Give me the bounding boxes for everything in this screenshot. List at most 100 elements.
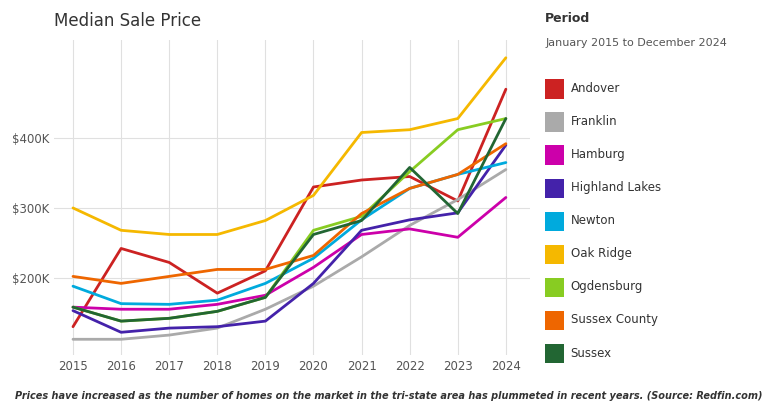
Hamburg: [357, 232, 366, 237]
Oak Ridge: [309, 193, 318, 198]
Ogdensburg: [502, 116, 511, 121]
Text: January 2015 to December 2024: January 2015 to December 2024: [545, 38, 727, 48]
Highland Lakes: [502, 143, 511, 147]
Ogdensburg: [68, 305, 78, 310]
Andover: [309, 185, 318, 189]
Sussex: [357, 218, 366, 223]
Ogdensburg: [213, 309, 222, 314]
Franklin: [453, 197, 462, 202]
Sussex: [117, 319, 126, 324]
Newton: [453, 172, 462, 177]
Franklin: [68, 337, 78, 342]
Highland Lakes: [357, 228, 366, 233]
Andover: [261, 268, 270, 273]
Oak Ridge: [213, 232, 222, 237]
Ogdensburg: [453, 127, 462, 132]
Highland Lakes: [213, 324, 222, 329]
Oak Ridge: [405, 127, 414, 132]
Newton: [357, 217, 366, 222]
Franklin: [261, 307, 270, 312]
Oak Ridge: [357, 130, 366, 135]
Sussex: [213, 309, 222, 314]
Franklin: [164, 332, 174, 337]
Text: Hamburg: Hamburg: [571, 148, 625, 161]
Highland Lakes: [261, 319, 270, 324]
Oak Ridge: [68, 206, 78, 210]
Hamburg: [261, 293, 270, 298]
Oak Ridge: [261, 218, 270, 223]
Andover: [213, 291, 222, 295]
Newton: [309, 256, 318, 261]
Sussex: [68, 305, 78, 310]
Sussex County: [213, 267, 222, 272]
Line: Oak Ridge: Oak Ridge: [73, 58, 506, 235]
Line: Hamburg: Hamburg: [73, 197, 506, 309]
Hamburg: [502, 195, 511, 200]
Sussex County: [68, 274, 78, 279]
Line: Ogdensburg: Ogdensburg: [73, 118, 506, 321]
Newton: [502, 160, 511, 165]
Highland Lakes: [453, 210, 462, 215]
Ogdensburg: [261, 295, 270, 300]
Text: Newton: Newton: [571, 214, 616, 227]
Highland Lakes: [68, 308, 78, 313]
Hamburg: [309, 265, 318, 270]
Sussex County: [502, 141, 511, 146]
Text: Oak Ridge: Oak Ridge: [571, 247, 631, 260]
Newton: [261, 281, 270, 286]
Sussex County: [164, 274, 174, 279]
Text: Period: Period: [545, 12, 591, 25]
Newton: [164, 302, 174, 307]
Newton: [117, 301, 126, 306]
Newton: [68, 284, 78, 289]
Hamburg: [453, 235, 462, 240]
Franklin: [502, 167, 511, 172]
Hamburg: [117, 307, 126, 312]
Franklin: [357, 254, 366, 259]
Andover: [117, 246, 126, 251]
Line: Sussex County: Sussex County: [73, 144, 506, 283]
Sussex County: [453, 172, 462, 177]
Franklin: [309, 284, 318, 289]
Line: Newton: Newton: [73, 162, 506, 304]
Sussex: [405, 165, 414, 170]
Highland Lakes: [405, 217, 414, 222]
Line: Franklin: Franklin: [73, 170, 506, 339]
Highland Lakes: [117, 330, 126, 335]
Sussex County: [261, 267, 270, 272]
Oak Ridge: [502, 55, 511, 60]
Text: Median Sale Price: Median Sale Price: [54, 12, 201, 30]
Hamburg: [405, 226, 414, 231]
Sussex: [502, 116, 511, 121]
Text: Sussex: Sussex: [571, 347, 612, 359]
Text: Prices have increased as the number of homes on the market in the tri-state area: Prices have increased as the number of h…: [15, 391, 763, 401]
Text: Franklin: Franklin: [571, 115, 617, 128]
Sussex: [164, 316, 174, 321]
Andover: [405, 174, 414, 179]
Ogdensburg: [309, 228, 318, 233]
Text: Andover: Andover: [571, 82, 620, 95]
Highland Lakes: [309, 281, 318, 286]
Sussex County: [405, 186, 414, 191]
Newton: [405, 186, 414, 191]
Oak Ridge: [164, 232, 174, 237]
Text: Sussex County: Sussex County: [571, 314, 657, 326]
Ogdensburg: [164, 316, 174, 321]
Andover: [453, 199, 462, 204]
Hamburg: [68, 305, 78, 310]
Hamburg: [213, 302, 222, 307]
Andover: [502, 87, 511, 91]
Ogdensburg: [405, 169, 414, 174]
Andover: [68, 324, 78, 329]
Line: Sussex: Sussex: [73, 118, 506, 321]
Sussex County: [117, 281, 126, 286]
Sussex: [309, 232, 318, 237]
Hamburg: [164, 307, 174, 312]
Sussex County: [309, 253, 318, 258]
Text: Ogdensburg: Ogdensburg: [571, 280, 643, 293]
Text: Highland Lakes: Highland Lakes: [571, 181, 660, 194]
Newton: [213, 298, 222, 303]
Ogdensburg: [117, 319, 126, 324]
Highland Lakes: [164, 326, 174, 330]
Franklin: [213, 326, 222, 330]
